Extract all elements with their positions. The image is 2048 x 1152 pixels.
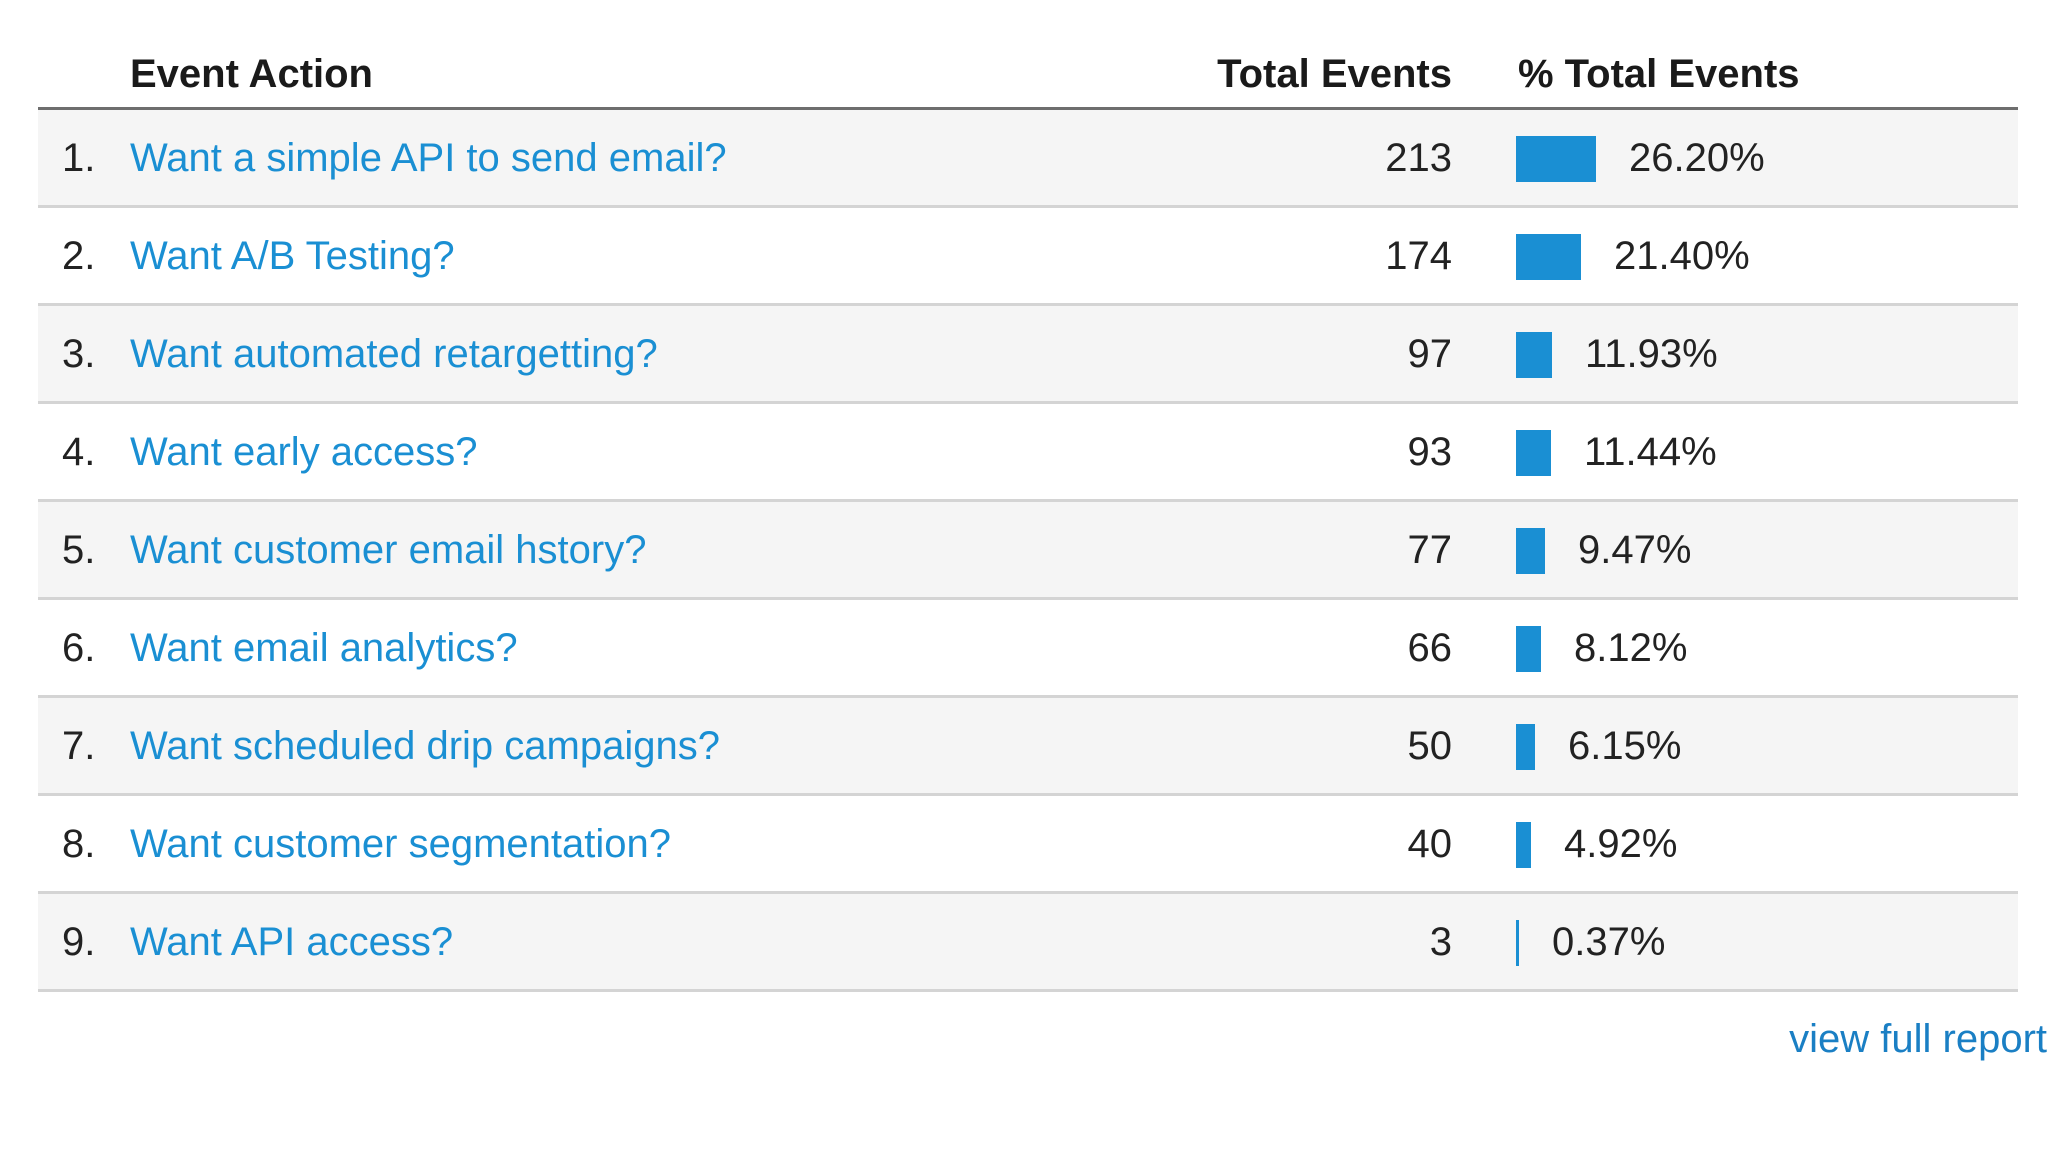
percent-bar (1516, 430, 1551, 476)
percent-value: 9.47% (1578, 528, 1692, 572)
percent-bar (1516, 626, 1541, 672)
percent-value: 21.40% (1614, 234, 1750, 278)
total-events-value: 93 (1407, 430, 1453, 474)
percent-value: 11.93% (1585, 332, 1718, 376)
event-action-link[interactable]: Want a simple API to send email? (130, 136, 727, 180)
total-events-value: 66 (1407, 626, 1453, 670)
percent-bar (1516, 332, 1552, 378)
row-index: 2. (62, 234, 96, 278)
row-index: 5. (62, 528, 96, 572)
total-events-value: 174 (1385, 234, 1452, 278)
table-row: 5. Want customer email hstory? 77 9.47% (38, 502, 2018, 600)
total-events-value: 40 (1407, 822, 1453, 866)
header-percent-total-events: % Total Events (1518, 52, 1800, 96)
percent-value: 11.44% (1584, 430, 1717, 474)
percent-bar (1516, 920, 1519, 966)
event-action-link[interactable]: Want customer segmentation? (130, 822, 671, 866)
table-row: 7. Want scheduled drip campaigns? 50 6.1… (38, 698, 2018, 796)
total-events-value: 50 (1407, 724, 1453, 768)
row-index: 8. (62, 822, 96, 866)
event-action-link[interactable]: Want A/B Testing? (130, 234, 455, 278)
event-action-link[interactable]: Want scheduled drip campaigns? (130, 724, 720, 768)
event-action-link[interactable]: Want early access? (130, 430, 478, 474)
table-row: 1. Want a simple API to send email? 213 … (38, 110, 2018, 208)
row-index: 7. (62, 724, 96, 768)
table-header: Event Action Total Events % Total Events (38, 0, 2018, 110)
event-action-link[interactable]: Want customer email hstory? (130, 528, 647, 572)
row-index: 4. (62, 430, 96, 474)
percent-bar (1516, 136, 1596, 182)
total-events-value: 3 (1429, 920, 1452, 964)
row-index: 6. (62, 626, 96, 670)
table-row: 4. Want early access? 93 11.44% (38, 404, 2018, 502)
percent-bar (1516, 528, 1545, 574)
header-total-events: Total Events (1217, 52, 1452, 96)
header-event-action: Event Action (130, 52, 373, 96)
row-index: 9. (62, 920, 96, 964)
table-row: 2. Want A/B Testing? 174 21.40% (38, 208, 2018, 306)
row-index: 1. (62, 136, 96, 180)
row-index: 3. (62, 332, 96, 376)
table-row: 6. Want email analytics? 66 8.12% (38, 600, 2018, 698)
table-row: 9. Want API access? 3 0.37% (38, 894, 2018, 992)
percent-bar (1516, 234, 1581, 280)
event-action-link[interactable]: Want email analytics? (130, 626, 518, 670)
percent-value: 4.92% (1564, 822, 1678, 866)
view-full-report-link[interactable]: view full report (1789, 1017, 2047, 1061)
total-events-value: 97 (1407, 332, 1453, 376)
total-events-value: 213 (1385, 136, 1452, 180)
percent-bar (1516, 724, 1535, 770)
event-actions-report: Event Action Total Events % Total Events… (38, 0, 2018, 992)
percent-value: 6.15% (1568, 724, 1682, 768)
percent-value: 26.20% (1629, 136, 1765, 180)
table-row: 3. Want automated retargetting? 97 11.93… (38, 306, 2018, 404)
total-events-value: 77 (1407, 528, 1453, 572)
percent-value: 0.37% (1552, 920, 1666, 964)
percent-value: 8.12% (1574, 626, 1688, 670)
event-action-link[interactable]: Want automated retargetting? (130, 332, 658, 376)
table-row: 8. Want customer segmentation? 40 4.92% (38, 796, 2018, 894)
percent-bar (1516, 822, 1531, 868)
event-action-link[interactable]: Want API access? (130, 920, 454, 964)
table-body: 1. Want a simple API to send email? 213 … (38, 110, 2018, 992)
